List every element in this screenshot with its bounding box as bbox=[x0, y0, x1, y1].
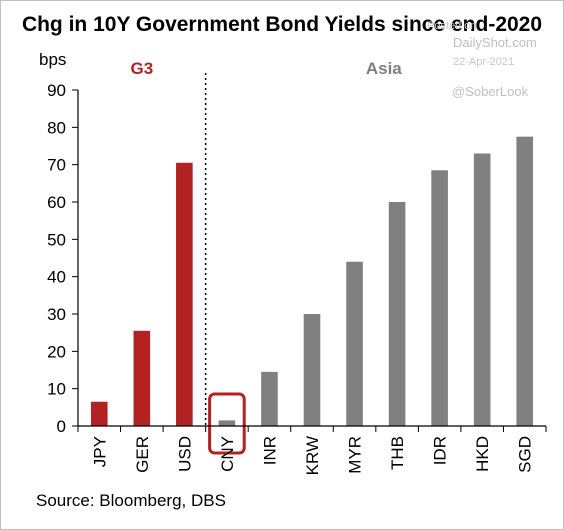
y-tick-label: 90 bbox=[47, 81, 66, 100]
bar-sgd bbox=[516, 136, 534, 426]
bar-krw bbox=[303, 314, 321, 426]
bar-cny bbox=[218, 420, 236, 426]
watermark-site: DailyShot.com bbox=[453, 35, 537, 50]
x-label-myr: MYR bbox=[346, 436, 365, 474]
x-label-thb: THB bbox=[388, 436, 407, 470]
watermark-handle: @SoberLook bbox=[452, 84, 529, 99]
y-tick-label: 20 bbox=[47, 342, 66, 361]
x-label-sgd: SGD bbox=[516, 436, 535, 473]
x-label-ger: GER bbox=[133, 436, 152, 473]
x-label-idr: IDR bbox=[431, 436, 450, 465]
bar-inr bbox=[261, 371, 278, 426]
y-axis-unit-label: bps bbox=[39, 50, 66, 69]
x-label-hkd: HKD bbox=[473, 436, 492, 472]
group-labels: G3 Asia bbox=[130, 59, 402, 78]
group-label-g3: G3 bbox=[130, 59, 153, 78]
x-axis-labels: JPY GER USD CNY INR KRW MYR THB IDR HKD SGD bbox=[90, 436, 534, 475]
y-axis-ticks: 0 10 20 30 40 50 60 70 80 90 bbox=[47, 81, 78, 436]
y-tick-label: 70 bbox=[47, 156, 66, 175]
y-tick-label: 10 bbox=[47, 380, 66, 399]
y-tick-label: 40 bbox=[47, 268, 66, 287]
highlight-box-cny bbox=[208, 392, 246, 455]
watermark-faint: Posted on bbox=[427, 20, 477, 32]
x-label-cny: CNY bbox=[218, 436, 237, 472]
group-label-asia: Asia bbox=[366, 59, 402, 78]
bar-jpy bbox=[90, 401, 108, 426]
x-label-jpy: JPY bbox=[90, 436, 109, 467]
bars bbox=[90, 136, 534, 455]
y-tick-label: 50 bbox=[47, 230, 66, 249]
y-tick-label: 0 bbox=[57, 417, 66, 436]
chart-title: Chg in 10Y Government Bond Yields since … bbox=[22, 13, 542, 36]
x-label-inr: INR bbox=[260, 436, 279, 465]
axes bbox=[77, 73, 547, 432]
x-label-krw: KRW bbox=[303, 436, 322, 475]
bar-thb bbox=[388, 202, 406, 426]
bar-idr bbox=[431, 170, 448, 426]
x-label-usd: USD bbox=[175, 436, 194, 472]
bar-usd bbox=[176, 162, 193, 427]
watermark-date: 22-Apr-2021 bbox=[453, 56, 514, 68]
bar-ger bbox=[133, 330, 151, 426]
source-note: Source: Bloomberg, DBS bbox=[36, 491, 226, 510]
y-tick-label: 80 bbox=[47, 118, 66, 137]
y-tick-label: 30 bbox=[47, 305, 66, 324]
bar-myr bbox=[346, 261, 363, 426]
bar-hkd bbox=[473, 153, 491, 426]
y-tick-label: 60 bbox=[47, 193, 66, 212]
